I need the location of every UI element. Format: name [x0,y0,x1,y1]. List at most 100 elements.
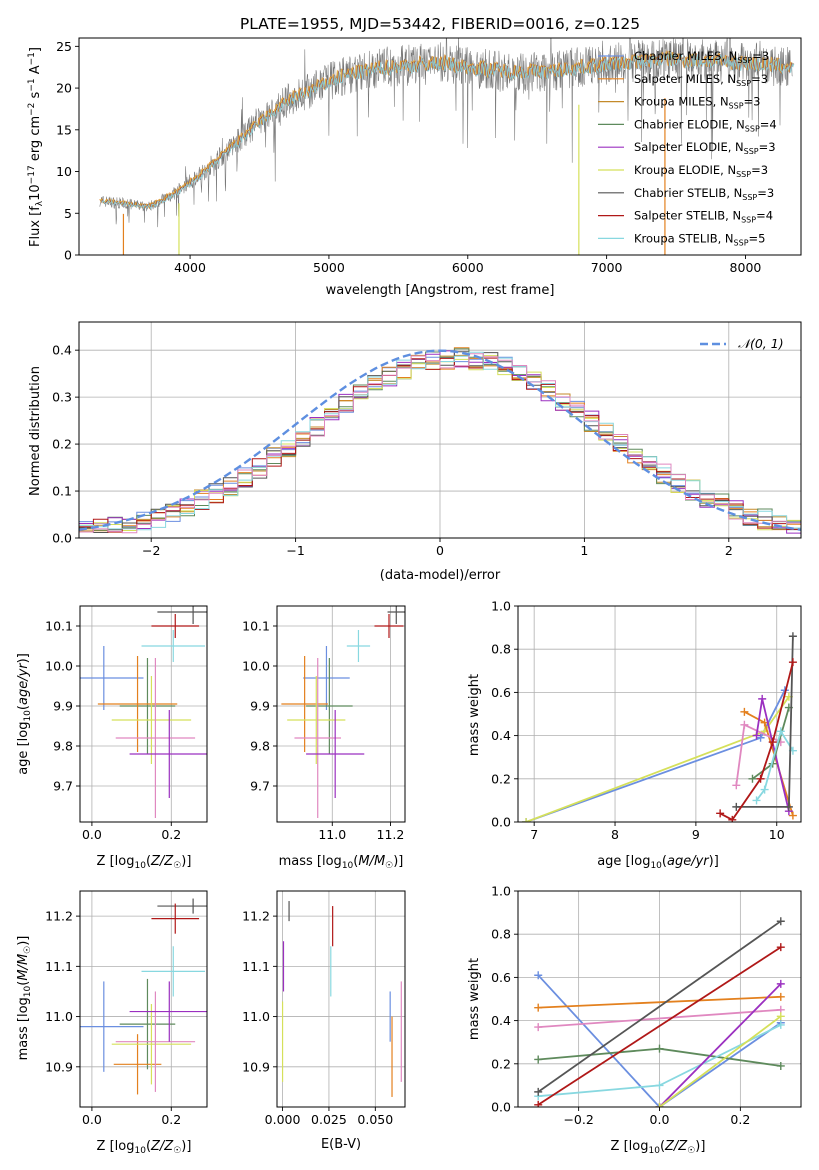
legend-value: =4 [756,209,773,223]
legend-name: Salpeter STELIB, N [634,209,741,223]
mass-weight-marker [534,1023,543,1032]
y-tick-label: 9.7 [53,779,73,794]
y-tick-label: 0.6 [491,685,511,700]
legend-subscript: SSP [736,170,751,179]
x-tick-label: 11.2 [377,827,405,842]
legend-name: Kroupa MILES, N [634,95,729,109]
legend-value: =3 [757,186,774,200]
x-tick-label: 0 [436,543,444,558]
model-spectrum-line [101,51,795,211]
legend-value: =4 [760,117,777,131]
mass-weight-marker [534,971,543,980]
legend-subscript: SSP [742,193,757,202]
legend-subscript: SSP [734,238,749,247]
mass-weight-marker [758,694,767,703]
x-tick-label: 7 [530,827,538,842]
y-tick-label: 9.8 [53,739,73,754]
legend-name: Chabrier MILES, N [634,49,737,63]
y-tick-label: 1.0 [491,599,511,614]
mass-weight-marker [534,1100,543,1107]
spectrum-xlabel: wavelength [Angstrom, rest frame] [326,283,555,298]
w-age-xlabel: age [log10(age/yr)] [597,854,719,871]
mass-weight-marker [788,632,797,641]
age-mass-xlabel: mass [log10(M/M☉)] [279,854,404,871]
legend-value: =3 [744,95,761,109]
y-tick-label: 0.1 [52,484,72,499]
legend-label: Salpeter MILES, NSSP=3 [634,72,768,88]
x-tick-label: −1 [286,543,304,558]
legend-subscript: SSP [736,79,751,88]
mass-weight-line [537,974,782,1107]
y-tick-label: 10.0 [45,659,73,674]
y-tick-label: 11.1 [242,959,270,974]
weight-vs-age-panel: 7 8 9 10 0.0 0.2 0.4 0.6 0.8 1.0 [491,599,802,842]
x-tick-label: 0.2 [730,1112,750,1127]
x-tick-label: 2 [725,543,733,558]
mass-vs-ebv-panel: 0.000 0.025 0.050 10.9 11.0 11.1 11.2 [242,890,406,1127]
axes-frame [517,605,802,823]
mass-z-ylabel: mass [log10(M/M☉)] [16,936,33,1061]
y-tick-label: 0.2 [52,437,72,452]
legend-name: Chabrier STELIB, N [634,186,742,200]
age-z-xlabel: Z [log10(Z/Z☉)] [97,854,192,871]
legend-value: =3 [759,140,776,154]
mass-weight-marker [752,796,761,805]
y-tick-label: 15 [56,122,72,137]
mass-weight-marker [534,1003,543,1012]
legend-label: Salpeter ELODIE, NSSP=3 [634,140,776,156]
y-tick-label: 10.1 [242,619,270,634]
weight-vs-metallicity-panel: −0.2 0.0 0.2 0.0 0.2 0.4 0.6 0.8 1.0 [491,884,802,1127]
mass-weight-marker [752,731,761,740]
mass-weight-marker [534,1087,543,1096]
y-tick-label: 0.0 [52,531,72,546]
mass-weight-marker [740,707,749,716]
legend-subscript: SSP [745,124,760,133]
mass-weight-line [537,946,782,1106]
x-tick-label: −2 [142,543,160,558]
legend-label: Chabrier STELIB, NSSP=3 [634,186,774,202]
legend-label: Chabrier MILES, NSSP=3 [634,49,769,65]
y-tick-label: 9.9 [53,699,73,714]
y-tick-label: 9.9 [250,699,270,714]
y-tick-label: 20 [56,81,72,96]
legend-value: =5 [749,231,766,245]
y-tick-label: 9.8 [250,739,270,754]
y-tick-label: 0.3 [52,390,72,405]
y-tick-label: 0 [64,248,72,263]
mass-weight-marker [776,979,785,988]
spectrum-title: PLATE=1955, MJD=53442, FIBERID=0016, z=0… [240,15,640,33]
w-z-ylabel: mass weight [467,958,482,1040]
plot-area [79,347,801,534]
x-tick-label: 8000 [730,260,762,275]
mass-weight-marker [756,774,765,783]
x-tick-label: 0.050 [357,1112,393,1127]
mass-weight-marker [776,917,785,926]
x-tick-label: 0.0 [82,827,102,842]
y-tick-label: 0.0 [491,815,511,830]
x-tick-label: 8 [611,827,619,842]
legend-value: =3 [751,163,768,177]
x-tick-label: 4000 [174,260,206,275]
x-tick-label: 5000 [313,260,345,275]
mass-weight-marker [732,802,741,811]
y-tick-label: 10.9 [242,1059,270,1074]
y-tick-label: 0.4 [491,728,511,743]
legend-label: Kroupa MILES, NSSP=3 [634,95,760,111]
residual-histogram-step [79,353,801,534]
x-tick-label: 0.2 [161,1112,181,1127]
legend-subscript: SSP [741,216,756,225]
legend-name: Chabrier ELODIE, N [634,117,745,131]
y-tick-label: 10.0 [242,659,270,674]
plot-area [281,606,405,818]
mass-weight-marker [756,733,765,742]
mass-ebv-xlabel: E(B-V) [321,1137,361,1152]
plot-area [80,898,207,1095]
mass-weight-marker [728,815,737,822]
y-tick-label: 0.2 [491,771,511,786]
mass-z-xlabel: Z [log10(Z/Z☉)] [97,1139,192,1156]
mass-weight-marker [522,818,531,822]
residuals-ylabel: Normed distribution [28,366,43,496]
mass-weight-line [755,729,794,801]
